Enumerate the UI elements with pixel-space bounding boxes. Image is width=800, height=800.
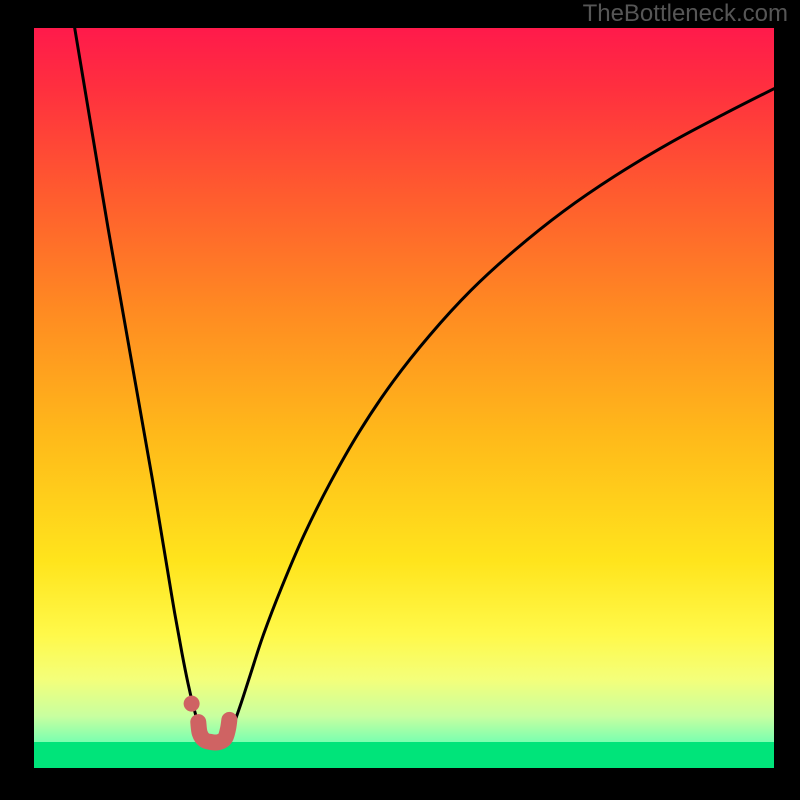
bottleneck-v-curve — [75, 28, 774, 743]
chart-stage: TheBottleneck.com — [0, 0, 800, 800]
basin-u-marker — [198, 720, 229, 743]
curve-layer — [34, 28, 774, 768]
plot-area — [34, 28, 774, 768]
watermark-text: TheBottleneck.com — [583, 0, 788, 28]
basin-dot-marker — [184, 696, 200, 712]
